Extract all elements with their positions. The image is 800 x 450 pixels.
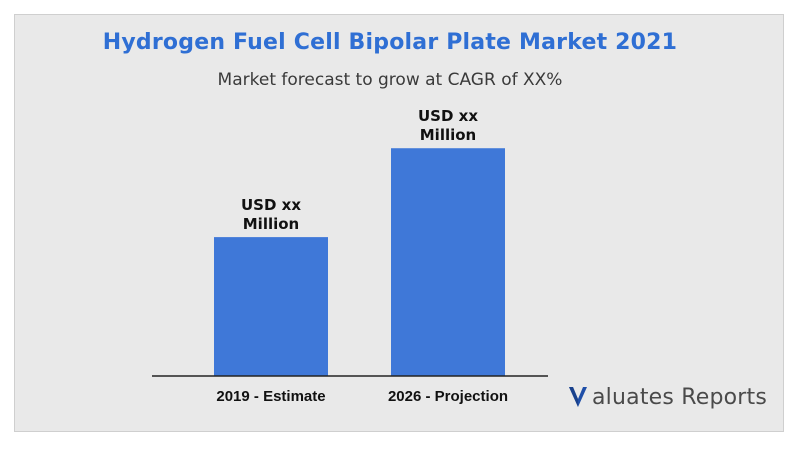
x-tick-label-1: 2026 - Projection: [388, 388, 508, 405]
bar-0: [214, 237, 328, 376]
valuates-reports-logo: aluates Reports: [568, 381, 767, 413]
bar-data-label-1-line-1: Million: [420, 126, 476, 144]
chart-subtitle: Market forecast to grow at CAGR of XX%: [217, 70, 563, 90]
bar-1: [391, 148, 505, 376]
bar-data-label-0-line-1: Million: [243, 215, 299, 233]
x-tick-label-0: 2019 - Estimate: [216, 388, 325, 405]
chart-title: Hydrogen Fuel Cell Bipolar Plate Market …: [102, 30, 678, 55]
bar-data-label-0-line-0: USD xx: [241, 196, 301, 214]
logo-v-mark: [569, 387, 587, 407]
logo-text: aluates Reports: [592, 384, 768, 410]
bar-data-label-1-line-0: USD xx: [418, 107, 478, 125]
